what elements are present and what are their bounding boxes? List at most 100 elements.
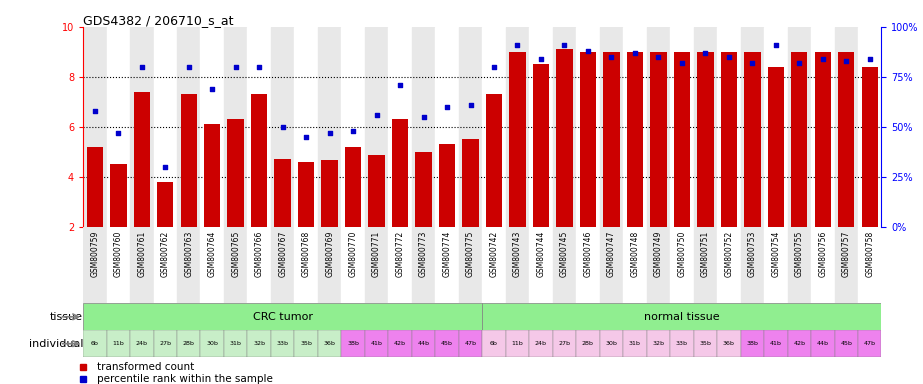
Bar [106,227,130,303]
Bar [412,27,436,227]
Text: 45b: 45b [441,341,453,346]
Text: 41b: 41b [371,341,382,346]
Text: 32b: 32b [653,341,665,346]
Bar [600,27,623,227]
Text: 30b: 30b [605,341,617,346]
Bar [436,330,459,357]
Point [252,64,267,70]
Bar [106,27,130,227]
Bar [647,330,670,357]
Bar [482,227,506,303]
Bar [130,330,153,357]
Bar [298,162,315,227]
Bar [623,27,647,227]
Text: GSM800772: GSM800772 [396,230,404,276]
Bar [740,27,764,227]
Bar [529,27,553,227]
Bar [83,303,482,330]
Bar [858,330,881,357]
Bar [647,27,670,227]
Point [862,56,877,62]
Bar [438,144,455,227]
Text: GSM800757: GSM800757 [842,230,851,277]
Text: 45b: 45b [840,341,852,346]
Point [557,42,572,48]
Text: GSM800745: GSM800745 [560,230,569,277]
Bar [227,119,244,227]
Text: GSM800744: GSM800744 [536,230,545,277]
Bar [462,139,479,227]
Bar [181,94,197,227]
Text: 33b: 33b [676,341,688,346]
Bar [580,52,596,227]
Bar [87,147,103,227]
Text: GSM800763: GSM800763 [185,230,193,277]
Text: GSM800743: GSM800743 [513,230,522,277]
Text: GSM800749: GSM800749 [653,230,663,277]
Point [581,48,595,54]
Bar [506,330,529,357]
Bar [412,227,436,303]
Bar [576,227,600,303]
Text: normal tissue: normal tissue [644,312,720,322]
Bar [294,227,318,303]
Bar [787,227,811,303]
Bar [368,156,385,227]
Text: 28b: 28b [183,341,195,346]
Bar [412,330,436,357]
Text: percentile rank within the sample: percentile rank within the sample [97,374,273,384]
Bar [627,52,643,227]
Point [299,134,314,140]
Text: 27b: 27b [160,341,172,346]
Text: GSM800767: GSM800767 [278,230,287,277]
Bar [177,330,200,357]
Point [651,54,665,60]
Bar [811,330,834,357]
Bar [83,227,106,303]
Text: 42b: 42b [394,341,406,346]
Text: 38b: 38b [747,341,759,346]
Text: 41b: 41b [770,341,782,346]
Bar [247,27,271,227]
Point [769,42,784,48]
Text: 11b: 11b [511,341,523,346]
Bar [697,52,713,227]
Bar [834,227,858,303]
Text: GSM800742: GSM800742 [489,230,498,276]
Text: 31b: 31b [230,341,242,346]
Text: 44b: 44b [817,341,829,346]
Bar [529,227,553,303]
Point [815,56,830,62]
Point [745,60,760,66]
Text: GSM800748: GSM800748 [630,230,640,276]
Bar [83,330,106,357]
Bar [294,27,318,227]
Bar [224,330,247,357]
Bar [204,124,221,227]
Bar [415,152,432,227]
Bar [130,27,153,227]
Text: 36b: 36b [324,341,336,346]
Point [135,64,150,70]
Bar [764,27,787,227]
Bar [553,27,576,227]
Bar [459,27,482,227]
Bar [436,227,459,303]
Point [228,64,243,70]
Text: 35b: 35b [700,341,712,346]
Bar [482,303,881,330]
Text: 32b: 32b [253,341,265,346]
Bar [271,227,294,303]
Bar [557,50,572,227]
Bar [529,330,553,357]
Point [88,108,102,114]
Text: GSM800756: GSM800756 [819,230,827,277]
Bar [459,330,482,357]
Bar [787,330,811,357]
Bar [740,227,764,303]
Text: 42b: 42b [793,341,805,346]
Bar [389,27,412,227]
Text: GSM800758: GSM800758 [865,230,874,276]
Bar [787,27,811,227]
Text: 44b: 44b [417,341,429,346]
